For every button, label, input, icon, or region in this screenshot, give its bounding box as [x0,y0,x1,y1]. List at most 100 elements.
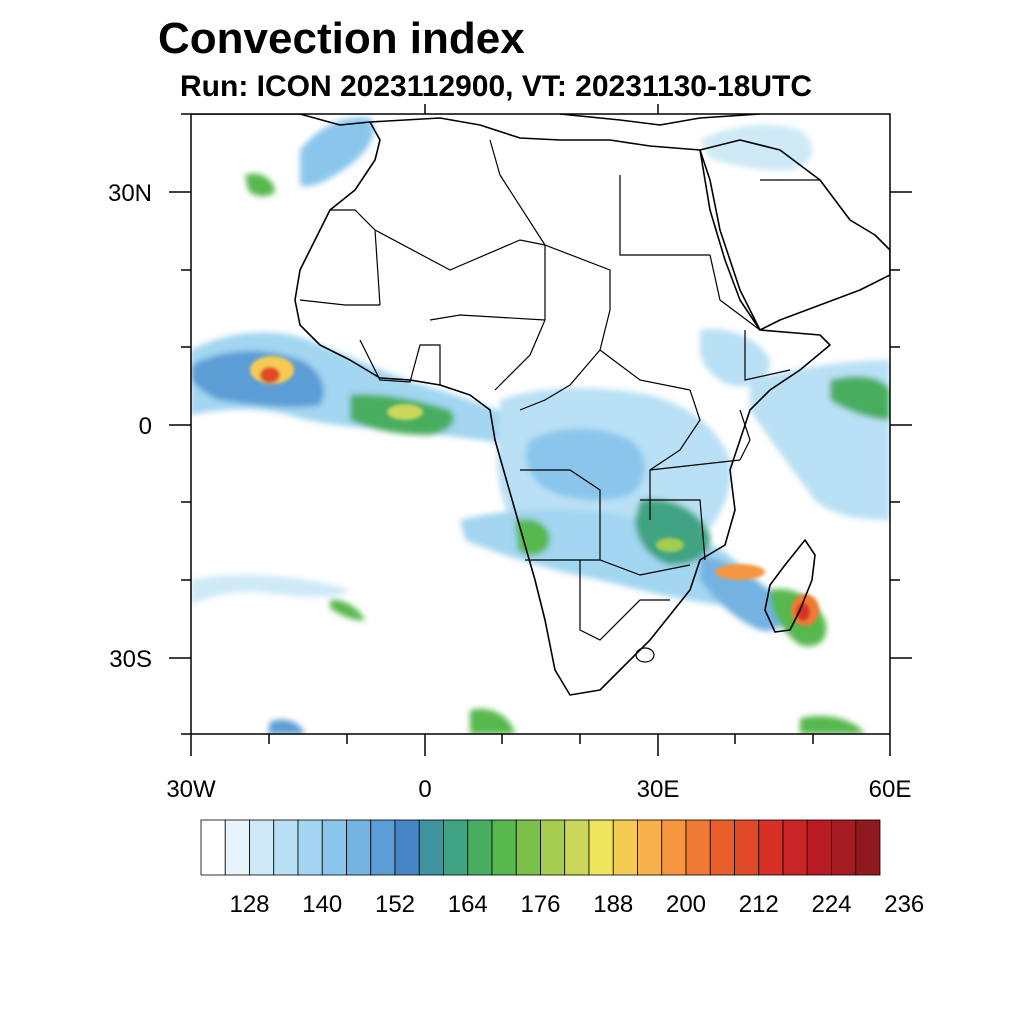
south-ocean-cell-2 [800,715,865,734]
colorbar-swatch [806,819,832,876]
colorbar-swatch [297,819,323,876]
border-great-lakes [649,389,701,520]
border-sahel [429,314,546,321]
arabia-outline [699,139,890,331]
africa-outline [294,117,831,696]
colorbar-swatch [540,819,566,876]
convection-field [191,117,890,734]
colorbar-label: 140 [302,891,342,918]
colorbar-swatch [467,819,493,876]
colorbar-label: 128 [229,891,269,918]
border-saudi [760,179,851,221]
colorbar-swatch [855,819,881,876]
congo-core [525,428,645,501]
chart-title: Convection index [158,14,525,63]
border-eritrea-ethiopia [709,254,761,331]
colorbar-swatch [249,819,275,876]
colorbar-swatch [224,819,250,876]
colorbar-swatch [637,819,663,876]
colorbar-swatch [709,819,735,876]
colorbar-swatch [273,819,299,876]
colorbar-swatch [734,819,760,876]
border-drc-angola [520,469,601,560]
south-ocean-cell-3 [268,719,305,734]
border-algeria-mali [374,229,546,271]
colorbar-label: 188 [593,891,633,918]
border-mozambique [640,499,706,561]
east-med-field [700,124,813,171]
colorbar-swatch [346,819,372,876]
colorbar-swatch [564,819,590,876]
south-atlantic-cell [330,599,365,621]
iberia-coast [191,114,371,126]
y-tick-label: 30N [108,180,152,207]
colorbar-swatch [515,819,541,876]
map-frame [190,113,891,735]
hotspot-zambia [656,538,684,552]
country-borders [299,139,851,663]
x-tick-label: 30E [637,776,680,803]
madagascar-outline [764,539,816,633]
colorbar-label: 212 [739,891,779,918]
border-egypt-sudan [619,175,710,256]
colorbar-swatch [370,819,396,876]
south-atlantic-streak [191,574,350,605]
border-tanzania-kenya [649,459,741,471]
indian-ocean-cell [830,376,890,420]
colorbar-swatch [491,819,517,876]
border-west-coast [359,339,441,385]
coastlines [191,114,890,696]
south-ocean-cell-1 [470,708,515,734]
x-tick-label: 30W [166,776,216,803]
border-kenya-somalia [739,409,751,461]
border-mauritania [330,209,381,306]
colorbar-swatch [612,819,638,876]
y-tick-labels: 30N 0 30S [108,180,152,673]
canary-cell [245,173,275,197]
border-botswana [579,560,670,641]
border-niger-chad [494,245,546,391]
hotspot-gulf-guinea [387,404,423,420]
hotspot-mozambique [715,564,765,580]
colorbar-label: 152 [375,891,415,918]
colorbar-swatch [758,819,784,876]
colorbar-swatch [418,819,444,876]
map-content [191,114,890,734]
colorbar-label: 224 [811,891,851,918]
colorbar-swatch [661,819,687,876]
border-senegal-mali [299,299,380,306]
atlantic-north-band [300,117,374,187]
border-south-sudan [599,349,691,391]
axis-ticks [169,104,912,756]
border-car [519,309,611,411]
x-tick-label: 0 [418,776,431,803]
colorbar-label: 200 [666,891,706,918]
y-tick-label: 0 [139,413,152,440]
colorbar-label: 236 [884,891,924,918]
colorbar-swatch [831,819,857,876]
colorbar-labels: 128 140 152 164 176 188 200 212 224 236 [229,891,924,918]
convection-hotspots [250,356,819,626]
border-namibia-zambia [525,559,691,576]
chart-subtitle: Run: ICON 2023112900, VT: 20231130-18UTC [180,70,813,103]
colorbar-swatch [782,819,808,876]
colorbar [200,819,881,876]
y-tick-label: 30S [109,646,152,673]
colorbar-swatch [443,819,469,876]
colorbar-swatch [321,819,347,876]
colorbar-label: 164 [448,891,488,918]
border-ethiopia-somalia [744,330,791,381]
colorbar-swatch [200,819,226,876]
colorbar-swatch [685,819,711,876]
colorbar-swatch [588,819,614,876]
x-tick-labels: 30W 0 30E 60E [166,776,911,803]
colorbar-swatch [394,819,420,876]
hotspot-madagascar-core [796,603,810,621]
ethiopia-field [699,329,770,387]
hotspot-west-africa-core [260,367,280,383]
zambia-cell [635,499,711,565]
x-tick-label: 60E [869,776,912,803]
europe-coast [559,114,761,126]
colorbar-label: 176 [520,891,560,918]
